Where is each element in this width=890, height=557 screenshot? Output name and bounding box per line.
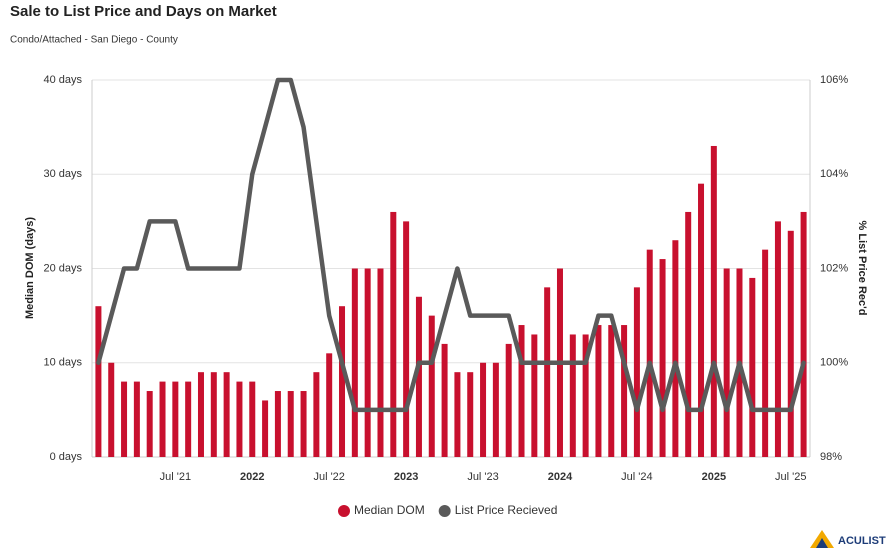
bar bbox=[454, 372, 461, 457]
bar bbox=[762, 249, 769, 457]
y-tick-label: 0 days bbox=[50, 451, 83, 463]
x-tick-label: 2022 bbox=[240, 471, 264, 483]
bar bbox=[441, 343, 448, 457]
legend-marker bbox=[338, 505, 350, 517]
brand-name: ACULIST bbox=[838, 535, 886, 547]
brand-logo: ACULIST bbox=[810, 530, 886, 548]
bar bbox=[159, 381, 166, 457]
bar bbox=[133, 381, 140, 457]
bar bbox=[313, 372, 320, 457]
bar bbox=[518, 325, 525, 457]
bar bbox=[633, 287, 640, 457]
y2-tick-label: 100% bbox=[820, 357, 848, 369]
bar bbox=[390, 211, 397, 457]
bar bbox=[223, 372, 230, 457]
bar bbox=[787, 230, 794, 457]
bar bbox=[608, 325, 615, 457]
y-tick-label: 40 days bbox=[43, 74, 82, 86]
bar bbox=[364, 268, 371, 457]
bar bbox=[377, 268, 384, 457]
bar bbox=[351, 268, 358, 457]
bar bbox=[300, 391, 307, 457]
bar bbox=[595, 325, 602, 457]
bar bbox=[415, 296, 422, 457]
bar bbox=[774, 221, 781, 457]
bar bbox=[710, 145, 717, 457]
y2-axis-title: % List Price Rec'd bbox=[856, 221, 868, 316]
legend-marker bbox=[438, 505, 451, 517]
bar bbox=[172, 381, 179, 457]
y2-tick-label: 104% bbox=[820, 168, 848, 180]
x-tick-label: Jul '21 bbox=[160, 471, 191, 483]
x-tick-label: 2024 bbox=[548, 471, 573, 483]
bar bbox=[505, 343, 512, 457]
y2-tick-label: 106% bbox=[820, 74, 848, 86]
bar bbox=[121, 381, 128, 457]
bar bbox=[95, 306, 102, 457]
bar bbox=[492, 362, 499, 457]
chart-title: Sale to List Price and Days on Market bbox=[10, 3, 277, 20]
x-tick-label: Jul '22 bbox=[313, 471, 344, 483]
bar bbox=[403, 221, 410, 457]
y-axis-title: Median DOM (days) bbox=[24, 217, 36, 319]
y-tick-label: 10 days bbox=[43, 357, 82, 369]
bar bbox=[249, 381, 256, 457]
bar bbox=[621, 325, 628, 457]
bar bbox=[698, 183, 705, 458]
x-tick-label: 2023 bbox=[394, 471, 418, 483]
bar bbox=[287, 391, 294, 457]
legend-label: Median DOM bbox=[354, 503, 425, 517]
bar bbox=[582, 334, 589, 457]
bar bbox=[800, 211, 807, 457]
bar bbox=[480, 362, 487, 457]
chart-subtitle: Condo/Attached - San Diego - County bbox=[10, 35, 178, 46]
bar bbox=[236, 381, 243, 457]
bar bbox=[749, 277, 756, 457]
bar bbox=[569, 334, 576, 457]
bar bbox=[210, 372, 217, 457]
bar bbox=[262, 400, 269, 457]
y-tick-label: 30 days bbox=[43, 168, 82, 180]
bar bbox=[428, 315, 435, 457]
y2-tick-label: 98% bbox=[820, 451, 842, 463]
bar bbox=[544, 287, 551, 457]
bar bbox=[108, 362, 115, 457]
x-tick-label: Jul '24 bbox=[621, 471, 652, 483]
bar bbox=[274, 391, 281, 457]
bar bbox=[646, 249, 653, 457]
bar bbox=[185, 381, 192, 457]
bar bbox=[723, 268, 730, 457]
bar bbox=[685, 211, 692, 457]
y-tick-label: 20 days bbox=[43, 262, 82, 274]
bar bbox=[659, 259, 666, 457]
x-tick-label: 2025 bbox=[702, 471, 726, 483]
bar bbox=[672, 240, 679, 457]
bar bbox=[531, 334, 538, 457]
legend-label: List Price Recieved bbox=[455, 503, 558, 517]
y2-tick-label: 102% bbox=[820, 262, 848, 274]
line bbox=[96, 77, 806, 413]
bar bbox=[467, 372, 474, 457]
bar bbox=[326, 353, 333, 457]
bar bbox=[197, 372, 204, 457]
bar bbox=[146, 391, 153, 457]
x-tick-label: Jul '25 bbox=[775, 471, 806, 483]
bar bbox=[339, 306, 346, 457]
x-tick-label: Jul '23 bbox=[467, 471, 498, 483]
